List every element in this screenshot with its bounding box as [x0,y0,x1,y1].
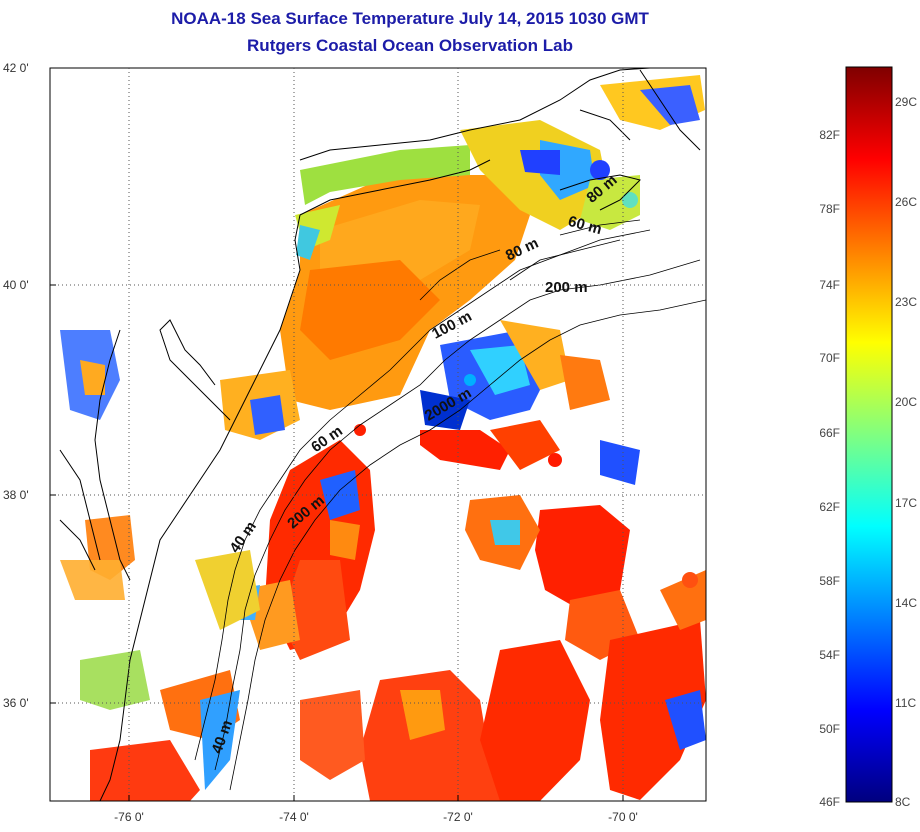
map-frame [49,67,707,802]
colorbar-label-f: 50F [819,722,840,736]
isobaths [194,219,706,791]
chart-title: NOAA-18 Sea Surface Temperature July 14,… [171,9,649,28]
colorbar-label-c: 11C [895,696,916,710]
colorbar-label-f: 62F [819,500,840,514]
colorbar-label-c: 23C [895,295,917,309]
lat-label: 36 0' [3,696,29,710]
colorbar-label-c: 29C [895,95,917,109]
lon-label: -72 0' [443,810,473,824]
colorbar-label-f: 66F [819,426,840,440]
coastline [59,68,701,801]
lat-label: 42 0' [3,61,29,75]
lat-label: 40 0' [3,278,29,292]
gridlines [50,68,706,801]
chart-subtitle: Rutgers Coastal Ocean Observation Lab [247,36,573,55]
colorbar-label-c: 8C [895,795,911,809]
colorbar-label-c: 26C [895,195,917,209]
colorbar-label-f: 78F [819,202,840,216]
lon-label: -70 0' [608,810,638,824]
colorbar-gradient [845,66,893,803]
colorbar-label-c: 17C [895,496,917,510]
isobath-label: 200 m [545,279,588,296]
colorbar-label-f: 58F [819,574,840,588]
colorbar-label-c: 14C [895,596,917,610]
colorbar-c-labels: 29C 26C 23C 20C 17C 14C 11C 8C [895,95,917,809]
colorbar-label-f: 74F [819,278,840,292]
lon-label: -74 0' [279,810,309,824]
lon-labels: -76 0' -74 0' -72 0' -70 0' [114,810,638,824]
colorbar-label-f: 46F [819,795,840,809]
colorbar-label-f: 70F [819,351,840,365]
lat-label: 38 0' [3,488,29,502]
colorbar-f-labels: 82F 78F 74F 70F 66F 62F 58F 54F 50F 46F [819,128,840,809]
colorbar-label-f: 82F [819,128,840,142]
colorbar: 82F 78F 74F 70F 66F 62F 58F 54F 50F 46F … [819,66,917,809]
colorbar-label-f: 54F [819,648,840,662]
isobath-label: 40 m [226,518,260,556]
lat-labels: 42 0' 40 0' 38 0' 36 0' [3,61,29,710]
axis-ticks [50,67,624,801]
lon-label: -76 0' [114,810,144,824]
sst-field [60,75,706,801]
colorbar-label-c: 20C [895,395,917,409]
